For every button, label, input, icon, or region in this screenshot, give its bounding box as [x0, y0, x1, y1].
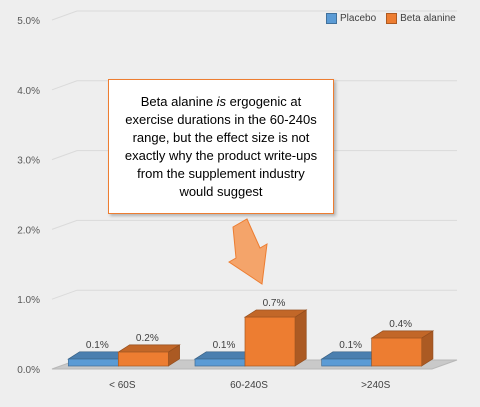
gridline: [51, 10, 457, 21]
bar: [194, 358, 246, 367]
annotation-callout: Beta alanine is ergogenic at exercise du…: [108, 79, 334, 214]
data-label: 0.1%: [86, 340, 109, 351]
y-tick-label: 1.0%: [17, 295, 40, 306]
bar: [371, 337, 423, 367]
legend-swatch-beta-alanine: [386, 13, 398, 24]
annotation-text: Beta alanine is ergogenic at exercise du…: [119, 93, 323, 201]
data-label: 0.1%: [213, 340, 236, 351]
gridline: [51, 289, 457, 300]
bar: [321, 358, 373, 367]
legend: Placebo Beta alanine: [326, 13, 456, 24]
bar-top: [117, 344, 181, 353]
x-tick-label: 60-240S: [230, 380, 268, 391]
bar-side: [294, 309, 307, 367]
data-label: 0.7%: [263, 298, 286, 309]
y-tick-label: 3.0%: [17, 156, 40, 167]
bar: [117, 351, 169, 367]
legend-swatch-placebo: [326, 13, 337, 24]
bar: [244, 316, 296, 367]
x-tick-label: < 60S: [109, 380, 136, 391]
data-label: 0.4%: [389, 319, 412, 330]
x-tick-label: >240S: [361, 380, 391, 391]
annotation-text-after: ergogenic at exercise durations in the 6…: [124, 93, 318, 199]
annotation-text-emphasis: is: [216, 93, 227, 109]
y-tick-label: 4.0%: [17, 86, 40, 97]
legend-label-placebo: Placebo: [340, 13, 377, 24]
y-tick-label: 5.0%: [17, 16, 40, 27]
y-tick-label: 2.0%: [17, 225, 40, 236]
bar: [67, 358, 119, 367]
y-tick-label: 0.0%: [17, 365, 40, 376]
legend-label-beta-alanine: Beta alanine: [400, 13, 456, 24]
legend-item-placebo: Placebo: [326, 13, 376, 24]
annotation-text-before: Beta alanine: [140, 93, 217, 109]
legend-item-beta-alanine: Beta alanine: [386, 13, 456, 24]
gridline: [51, 219, 457, 230]
data-label: 0.1%: [339, 340, 362, 351]
bar-top: [243, 309, 308, 318]
data-label: 0.2%: [136, 333, 159, 344]
bar-top: [370, 330, 435, 339]
